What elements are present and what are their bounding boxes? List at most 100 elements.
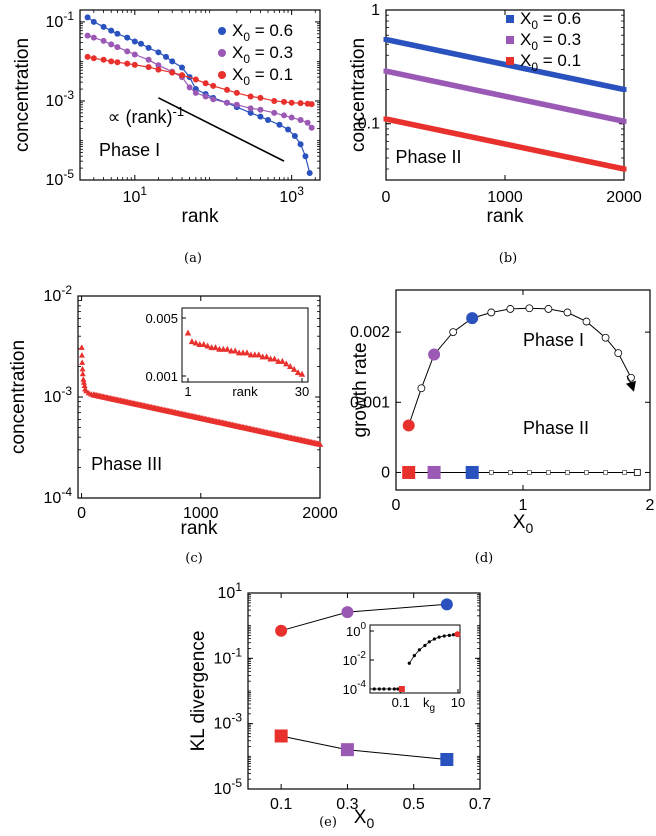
a-ytick-label-exp: -5 <box>63 167 74 181</box>
data-point <box>114 30 121 37</box>
data-point <box>108 41 115 48</box>
inset-data-point <box>287 363 294 370</box>
c-ytick-label-exp: -3 <box>61 384 72 398</box>
open-point <box>614 349 623 358</box>
inset-data-point <box>231 347 239 354</box>
c-xtick-label: 1000 <box>183 505 219 522</box>
c-ytick-label-base: 10 <box>44 288 62 305</box>
inset-data-point <box>255 351 262 358</box>
circle-point <box>341 606 354 619</box>
b-xtick-label-text: 0 <box>382 189 391 206</box>
data-point <box>257 113 264 120</box>
open-square-small <box>508 470 513 475</box>
legend-entry-sub: 0 <box>531 18 538 32</box>
x-axis-label-sub: 0 <box>525 520 533 536</box>
legend-entry: X0 = 0.1 <box>232 65 293 88</box>
inset-ytick-label: 0.001 <box>145 369 178 384</box>
inset-ytick-label: 0.005 <box>145 311 178 326</box>
legend-marker <box>218 49 226 57</box>
data-point <box>145 64 152 71</box>
e-xtick-label-text: 0.7 <box>469 796 491 813</box>
inset-data-point <box>407 661 411 665</box>
legend-entry: X0 = 0.3 <box>520 30 581 53</box>
data-point <box>124 48 131 55</box>
b-xtick-label-text: 2000 <box>606 189 642 206</box>
e-xtick-label: 0.3 <box>336 796 358 813</box>
data-point <box>247 105 254 112</box>
inset-c: 1 30 0.005 0.001 rank <box>145 307 309 399</box>
data-point <box>186 84 193 91</box>
inset-data-point <box>200 340 207 347</box>
d-ytick-label-text: 0.002 <box>350 324 390 341</box>
annotation-text: ∝ (rank) <box>108 107 173 127</box>
inset-xtick-label: 10 <box>451 695 465 710</box>
d-ytick-label: 0.002 <box>350 324 390 341</box>
legend-entry-suffix: = 0.6 <box>250 21 293 40</box>
data-point <box>308 101 315 108</box>
e-ytick-label-exp: -5 <box>231 776 242 790</box>
inset-x-axis-label-text: rank <box>232 384 258 399</box>
subfigure-caption-text: (d) <box>475 551 493 566</box>
data-point <box>80 379 87 385</box>
open-square <box>633 469 641 476</box>
annotation: Phase II <box>523 418 589 438</box>
legend-entry-sub: 0 <box>243 30 250 44</box>
subfigure-caption: (b) <box>499 251 517 266</box>
open-point <box>601 333 610 342</box>
annotation: Phase I <box>99 140 160 160</box>
inset-ytick-label-text: 0.005 <box>145 311 178 326</box>
data-point <box>114 44 121 51</box>
open-square-small <box>489 470 494 475</box>
inset-xtick-label: 30 <box>295 384 309 399</box>
data-point <box>84 14 91 21</box>
e-ytick-label-base: 10 <box>214 781 232 798</box>
data-point <box>304 119 311 126</box>
inset-data-point <box>417 648 421 652</box>
open-square-small <box>584 470 589 475</box>
inset-data-point <box>427 640 431 644</box>
a-xtick-label: 101 <box>123 184 148 206</box>
legend-entry: X0 = 0.6 <box>520 9 581 32</box>
data-point <box>131 61 138 68</box>
c-ytick-label-exp: -4 <box>61 485 72 499</box>
inset-data-point <box>396 687 400 691</box>
y-axis-label: concentration <box>8 340 29 454</box>
annotation-text: Phase II <box>396 147 462 167</box>
legend-marker <box>218 27 226 35</box>
inset-xtick-label-text: 1 <box>184 384 191 399</box>
x-axis-label-sub: 0 <box>366 815 374 831</box>
e-ytick-label-base: 10 <box>214 716 232 733</box>
open-point <box>563 308 572 317</box>
legend-entry-prefix: X <box>520 51 531 70</box>
c-xtick-label-text: 2000 <box>302 505 338 522</box>
inset-x-axis-label-sub: g <box>429 703 435 714</box>
circle-point <box>440 598 453 611</box>
y-axis-label-text: KL divergence <box>188 631 209 752</box>
data-point <box>169 58 176 65</box>
open-point <box>417 384 426 393</box>
inset-data-point <box>204 342 211 349</box>
annotation: Phase I <box>523 330 584 350</box>
inset-ytick-label-base: 10 <box>346 624 360 639</box>
data-point <box>124 34 131 41</box>
c-ytick-label-base: 10 <box>44 389 62 406</box>
y-axis-label-text: growth rate <box>350 342 371 437</box>
data-point <box>257 106 264 113</box>
inset-ytick-label: 10-2 <box>343 650 367 668</box>
inset-data-point <box>263 353 270 360</box>
annotation: ∝ (rank)-1 <box>108 104 184 127</box>
d-xtick-label-text: 2 <box>646 497 655 514</box>
e-xtick-label-text: 0.1 <box>270 796 292 813</box>
b-ytick-label: 0.1 <box>358 116 380 133</box>
data-point <box>257 94 264 101</box>
annotation-sup: -1 <box>172 104 184 119</box>
legend-entry: X0 = 0.1 <box>520 51 581 74</box>
inset-ytick-label-exp: -4 <box>357 679 366 690</box>
annotation-text: Phase III <box>91 454 162 474</box>
c-xtick-label-text: 1000 <box>183 505 219 522</box>
a-xtick-label-exp: 3 <box>297 184 304 198</box>
data-point <box>169 69 176 76</box>
data-point <box>297 116 304 123</box>
annotation-text: Phase II <box>523 418 589 438</box>
